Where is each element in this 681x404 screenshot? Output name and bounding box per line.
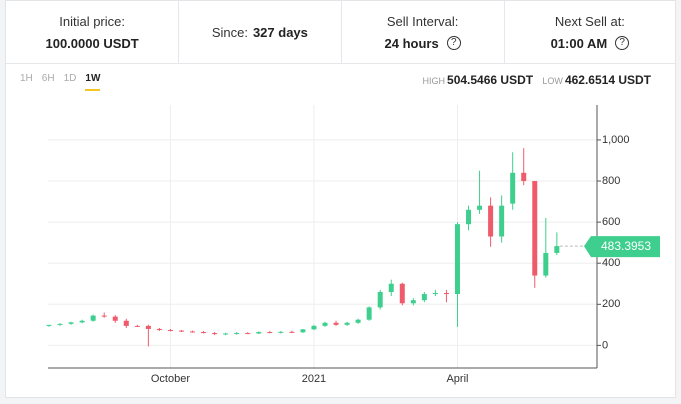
candle-body bbox=[256, 332, 262, 334]
help-icon[interactable]: ? bbox=[615, 36, 630, 50]
candle-body bbox=[388, 283, 394, 292]
candle-body bbox=[167, 329, 173, 331]
last-price-badge bbox=[584, 236, 660, 258]
candle-body bbox=[145, 325, 151, 329]
x-tick-label: October bbox=[151, 373, 190, 385]
value: 24 hours bbox=[384, 35, 439, 51]
candle-body bbox=[399, 283, 405, 304]
low-label: LOW bbox=[542, 76, 563, 86]
candle-body bbox=[410, 300, 416, 304]
y-tick-label: 800 bbox=[602, 175, 620, 187]
candle-body bbox=[289, 331, 295, 333]
tab[interactable]: 1W bbox=[85, 73, 101, 91]
candle-body bbox=[267, 332, 273, 334]
candle-body bbox=[454, 224, 460, 295]
candle-body bbox=[311, 325, 317, 330]
candle-body bbox=[377, 291, 383, 308]
candle-body bbox=[79, 320, 85, 323]
candle-body bbox=[245, 333, 251, 335]
high-value: 504.5466 USDT bbox=[447, 73, 534, 87]
candle-body bbox=[201, 332, 207, 334]
label: Initial price: bbox=[59, 13, 125, 29]
candle-body bbox=[532, 181, 538, 276]
candle-body bbox=[156, 328, 162, 330]
label: Since: bbox=[211, 24, 248, 40]
row: Since: 327 days bbox=[212, 25, 308, 40]
y-tick-label: 600 bbox=[602, 216, 620, 228]
tab[interactable]: 6H bbox=[41, 73, 55, 84]
candle-body bbox=[510, 172, 516, 204]
label: Sell Interval: bbox=[386, 13, 459, 29]
candle-body bbox=[68, 322, 74, 324]
timeframe-tabs: 1H 6H 1D 1W bbox=[20, 73, 101, 91]
value: 327 days bbox=[252, 24, 308, 40]
value: 100.0000 USDT bbox=[45, 35, 139, 51]
summary-cell: Sell Interval: 24 hours? bbox=[342, 1, 505, 63]
candle-body bbox=[366, 307, 372, 320]
candle-body bbox=[101, 315, 107, 317]
summary-header: Initial price: 100.0000 USDT Since: 327 d… bbox=[6, 1, 675, 64]
candle-body bbox=[57, 323, 63, 325]
candle-body bbox=[333, 322, 339, 325]
candle-body bbox=[355, 319, 361, 323]
candle-body bbox=[554, 246, 560, 253]
candle-body bbox=[46, 324, 52, 326]
row: 24 hours? bbox=[385, 36, 461, 51]
tab[interactable]: 1D bbox=[63, 73, 77, 84]
y-tick-label: 200 bbox=[602, 298, 620, 310]
candle-body bbox=[134, 325, 140, 327]
candle-body bbox=[190, 331, 196, 333]
candle-body bbox=[212, 333, 218, 335]
y-tick-label: 1,000 bbox=[602, 134, 630, 146]
summary-cell: Next Sell at: 01:00 AM? bbox=[505, 1, 675, 63]
row: 01:00 AM? bbox=[551, 36, 630, 51]
candle-body bbox=[234, 333, 240, 335]
candle-body bbox=[466, 209, 472, 225]
candle-body bbox=[477, 205, 483, 210]
candle-body bbox=[344, 322, 350, 325]
low-value: 462.6514 USDT bbox=[564, 73, 651, 87]
candle-body bbox=[488, 205, 494, 237]
card: Initial price: 100.0000 USDT Since: 327 d… bbox=[5, 0, 676, 398]
summary-cell: Initial price: 100.0000 USDT bbox=[6, 1, 180, 63]
tab[interactable]: 1H bbox=[20, 73, 33, 84]
candle-body bbox=[499, 205, 505, 237]
candle-body bbox=[178, 330, 184, 332]
last-price-label: 483.3953 bbox=[601, 239, 651, 253]
y-tick-label: 0 bbox=[602, 339, 608, 351]
high-label: HIGH bbox=[422, 76, 446, 86]
candle-body bbox=[223, 333, 229, 335]
candle-body bbox=[432, 293, 438, 295]
candle-body bbox=[112, 316, 118, 321]
x-tick-label: 2021 bbox=[302, 373, 326, 385]
candle-body bbox=[421, 294, 427, 301]
candle-body bbox=[90, 315, 96, 321]
high-low: HIGH 504.5466 USDT LOW 462.6514 USDT bbox=[421, 73, 651, 87]
candle-body bbox=[521, 172, 527, 182]
summary-cell: Since: 327 days bbox=[179, 1, 342, 63]
y-tick-label: 400 bbox=[602, 257, 620, 269]
candle-body bbox=[300, 329, 306, 333]
candle-body bbox=[322, 322, 328, 326]
candle-body bbox=[278, 331, 284, 333]
candle-body bbox=[443, 293, 449, 295]
candle-body bbox=[123, 320, 129, 326]
value: 01:00 AM bbox=[550, 35, 608, 51]
candle-body bbox=[543, 252, 549, 276]
label: Next Sell at: bbox=[554, 13, 625, 29]
help-icon[interactable]: ? bbox=[446, 36, 461, 50]
x-tick-label: April bbox=[446, 373, 468, 385]
